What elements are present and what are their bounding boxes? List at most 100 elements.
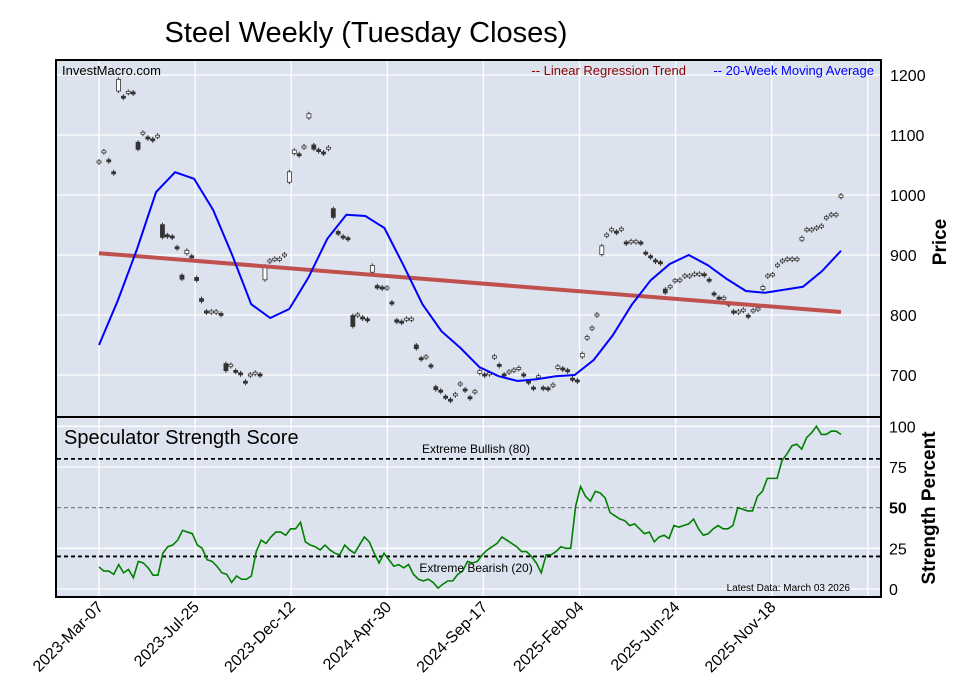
candle-body: [467, 396, 473, 400]
candle-body: [609, 228, 614, 232]
candle-body: [555, 365, 561, 369]
candle-body: [394, 319, 400, 323]
candle-body: [286, 171, 292, 183]
strength-line: [98, 424, 842, 590]
candle-body: [633, 240, 639, 244]
latest-data-annotation: Latest Data: March 03 2026: [727, 583, 851, 594]
candle-body: [272, 257, 278, 261]
candle-body: [687, 274, 693, 278]
candle-body: [614, 230, 619, 234]
candle-body: [96, 160, 102, 164]
candle-body: [457, 382, 463, 386]
candle-body: [731, 310, 737, 314]
strength-tick-label: 75: [889, 460, 907, 477]
candle-body: [291, 149, 297, 154]
price-grid: [57, 61, 880, 416]
candle-body: [584, 336, 590, 340]
candle-body: [257, 373, 263, 377]
candle-body: [701, 273, 707, 277]
candle-body: [208, 310, 214, 314]
candle-body: [472, 390, 478, 394]
candle-body: [316, 149, 322, 153]
candle-body: [506, 370, 512, 374]
candle-body: [130, 91, 136, 95]
x-tick-label: 2024-Sep-17: [414, 599, 492, 677]
candle-body: [477, 370, 483, 374]
candle-body: [326, 146, 331, 150]
candle-body: [365, 318, 370, 322]
strength-y-ticks: 0 25 50 75 100: [889, 419, 916, 599]
candle-body: [721, 296, 727, 300]
candle-body: [448, 398, 453, 402]
candle-body: [418, 357, 424, 361]
watermark: InvestMacro.com: [62, 63, 161, 78]
candle-body: [179, 274, 185, 280]
candle-body: [194, 277, 200, 281]
price-tick-label: 900: [890, 248, 917, 265]
candle-body: [399, 320, 405, 324]
candle-body: [218, 312, 224, 316]
candle-body: [155, 134, 160, 138]
legend-moving-average: -- 20-Week Moving Average: [713, 63, 874, 78]
candle-body: [545, 387, 551, 391]
candle-body: [711, 292, 717, 296]
candle-body: [775, 263, 780, 267]
candle-body: [496, 363, 502, 367]
candle-body: [140, 131, 146, 135]
candle-body: [199, 298, 204, 302]
strength-series: [57, 424, 880, 590]
strength-tick-label: 100: [889, 419, 916, 436]
candle-body: [189, 255, 195, 259]
strength-tick-label: 50: [889, 501, 907, 518]
candle-body: [526, 380, 531, 384]
candle-body: [116, 78, 121, 92]
price-tick-label: 700: [890, 368, 917, 385]
candle-body: [223, 363, 229, 372]
candle-body: [150, 138, 156, 142]
candle-body: [106, 159, 112, 163]
extreme-bearish-label: Extreme Bearish (20): [419, 561, 532, 575]
candle-body: [374, 285, 380, 289]
candle-body: [311, 144, 317, 150]
candle-body: [438, 389, 444, 393]
candle-body: [492, 355, 497, 359]
candle-body: [213, 310, 219, 314]
strength-axis-label: Strength Percent: [919, 431, 940, 585]
candle-body: [111, 171, 117, 175]
candle-body: [579, 353, 585, 358]
candle-body: [809, 228, 815, 232]
candle-body: [604, 233, 610, 237]
candle-body: [692, 272, 697, 276]
price-tick-label: 1000: [890, 188, 926, 205]
x-tick-label: 2023-Dec-12: [222, 599, 300, 677]
x-tick-label: 2025-Jun-24: [608, 599, 684, 675]
candle-body: [760, 286, 766, 290]
candle-body: [462, 388, 468, 392]
candle-body: [306, 113, 312, 119]
candle-body: [379, 286, 385, 290]
candle-body: [736, 310, 741, 314]
candle-body: [125, 91, 131, 94]
candle-body: [623, 241, 629, 245]
chart-title: Steel Weekly (Tuesday Closes): [165, 17, 568, 49]
candle-body: [638, 241, 644, 245]
candle-body: [648, 255, 654, 259]
candle-body: [511, 368, 517, 372]
candle-body: [247, 373, 253, 377]
candle-body: [531, 386, 536, 390]
candle-body: [589, 326, 595, 330]
price-axis-label: Price: [930, 219, 951, 265]
candle-body: [682, 274, 688, 278]
candle-body: [550, 383, 556, 387]
candle-body: [203, 310, 209, 314]
candle-body: [799, 237, 805, 241]
regression-trend-line: [98, 251, 842, 314]
candle-body: [482, 373, 488, 377]
candle-body: [301, 145, 307, 149]
price-y-ticks: 700 800 900 1000 1100 1200: [890, 68, 926, 385]
candle-body: [794, 257, 800, 261]
candle-body: [819, 224, 824, 228]
candle-body: [755, 307, 761, 311]
candle-body: [516, 366, 522, 370]
